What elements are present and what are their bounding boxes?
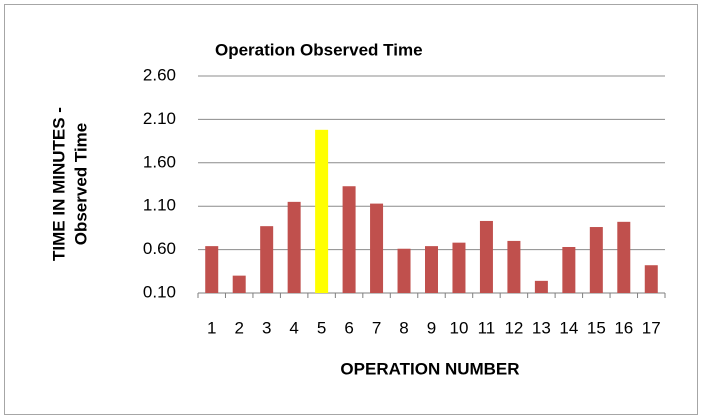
bar (534, 280, 548, 293)
x-tick-label: 12 (504, 318, 523, 337)
bar (370, 203, 384, 293)
x-tick-label: 8 (399, 318, 408, 337)
bar (342, 186, 356, 293)
bar (425, 246, 438, 293)
y-tick-label: 0.10 (143, 282, 176, 301)
bar (205, 246, 219, 293)
x-tick-label: 16 (614, 318, 633, 337)
bar (287, 201, 301, 293)
x-tick-label: 3 (262, 318, 271, 337)
bar (589, 227, 603, 293)
x-tick-label: 5 (317, 318, 326, 337)
y-axis-label: TIME IN MINUTES - Observed Time (49, 107, 90, 261)
bar (452, 242, 466, 293)
bar (260, 226, 274, 293)
chart-title: Operation Observed Time (215, 40, 423, 59)
bar (617, 221, 631, 293)
y-tick-label: 2.60 (143, 65, 176, 84)
x-tick-label: 1 (207, 318, 216, 337)
x-tick-label: 7 (372, 318, 381, 337)
bar (232, 275, 246, 293)
x-tick-label: 4 (289, 318, 298, 337)
x-tick-label: 2 (234, 318, 243, 337)
bar (644, 265, 658, 293)
y-axis-label-line: Observed Time (71, 123, 90, 246)
y-tick-label: 2.10 (143, 109, 176, 128)
bar (479, 220, 493, 293)
x-tick-label: 17 (642, 318, 661, 337)
x-tick-label: 15 (587, 318, 606, 337)
y-tick-label: 1.60 (143, 152, 176, 171)
x-tick-label: 9 (427, 318, 436, 337)
bar (507, 240, 521, 293)
bar (315, 129, 329, 293)
y-tick-label: 1.10 (143, 196, 176, 215)
x-tick-label: 10 (450, 318, 469, 337)
y-tick-label: 0.60 (143, 239, 176, 258)
x-tick-label: 6 (344, 318, 353, 337)
x-axis-label: OPERATION NUMBER (340, 359, 519, 378)
bar (397, 248, 411, 293)
x-tick-label: 11 (478, 318, 496, 337)
x-tick-label: 13 (532, 318, 551, 337)
y-axis-label-line: TIME IN MINUTES - (49, 107, 68, 261)
bar (562, 246, 576, 293)
x-tick-label: 14 (559, 318, 578, 337)
